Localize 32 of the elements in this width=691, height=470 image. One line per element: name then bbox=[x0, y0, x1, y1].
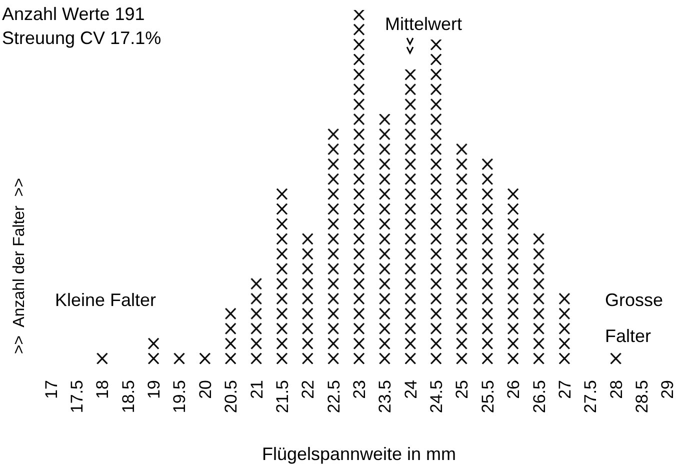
x-tick-label: 25 bbox=[452, 380, 472, 399]
x-axis-title: Flügelspannweite in mm bbox=[262, 444, 456, 464]
x-tick-label: 28.5 bbox=[632, 380, 652, 414]
x-tick-label: 28 bbox=[606, 380, 626, 399]
x-tick-label: 17.5 bbox=[68, 380, 87, 414]
x-tick-label: 24 bbox=[401, 380, 420, 399]
x-tick-label: 24.5 bbox=[427, 380, 446, 414]
x-tick-label: 18.5 bbox=[118, 380, 138, 414]
x-tick-label: 20 bbox=[196, 380, 215, 399]
x-tick-label: 22.5 bbox=[324, 380, 344, 414]
x-tick-label: 25.5 bbox=[478, 380, 498, 414]
x-tick-label: 26 bbox=[504, 380, 524, 399]
x-tick-label: 19.5 bbox=[170, 380, 190, 414]
x-tick-label: 26.5 bbox=[530, 380, 549, 414]
chart-title: Anzahl Werte 191 bbox=[2, 4, 145, 24]
x-tick-label: 17 bbox=[42, 380, 61, 399]
x-tick-label: 27.5 bbox=[581, 380, 600, 414]
x-tick-label: 21 bbox=[247, 380, 266, 399]
x-tick-label: 23 bbox=[350, 380, 369, 399]
annotation: Kleine Falter bbox=[55, 290, 156, 310]
annotation: Mittelwert bbox=[385, 14, 462, 34]
x-tick-label: 18 bbox=[93, 380, 112, 399]
x-tick-label: 19 bbox=[144, 380, 164, 399]
x-tick-label: 29 bbox=[658, 380, 678, 399]
x-tick-label: 27 bbox=[555, 380, 574, 399]
y-axis-title: >> Anzahl der Falter >> bbox=[11, 178, 28, 354]
x-tick-label: 21.5 bbox=[272, 380, 292, 414]
x-tick-label: 22 bbox=[298, 380, 318, 399]
text: Streuung CV 17.1% bbox=[2, 28, 162, 48]
annotation: Grosse Falter bbox=[605, 290, 664, 346]
x-tick-label: 23.5 bbox=[376, 380, 395, 414]
x-tick-label: 20.5 bbox=[222, 380, 241, 414]
